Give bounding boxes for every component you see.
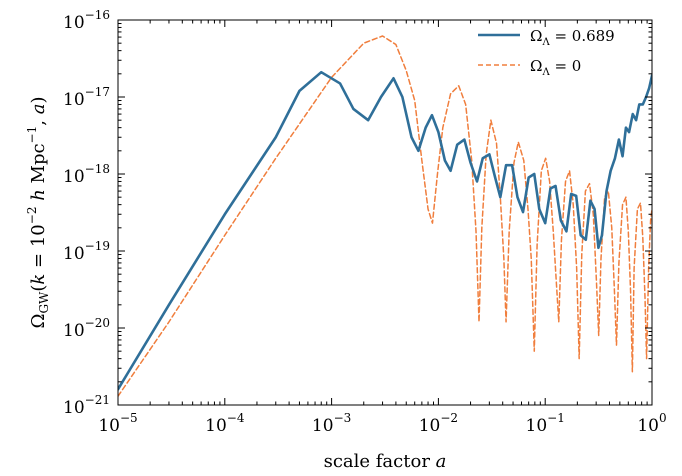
- legend-label-1: ΩΛ = 0: [530, 57, 581, 78]
- x-tick-label: 10−3: [312, 411, 351, 436]
- y-tick-label: 10−20: [63, 316, 110, 341]
- plot-frame: [117, 19, 653, 406]
- y-tick-label: 10−17: [63, 85, 110, 110]
- tick-labels-layer: 10−5 10−4 10−3 10−2 10−1 100 10−21 10−20 10−19 10…: [63, 8, 667, 436]
- y-tick-label: 10−16: [63, 8, 110, 33]
- x-tick-label: 10−5: [98, 411, 137, 436]
- plot-background: [118, 20, 652, 405]
- legend: ΩΛ = 0.689 ΩΛ = 0: [478, 27, 615, 78]
- y-axis-label: ΩGW(k = 10−2 h Mpc−1, a): [25, 97, 51, 329]
- x-tick-label: 10−1: [526, 411, 565, 436]
- x-tick-label: 10−2: [419, 411, 458, 436]
- ticks-layer: [117, 19, 653, 406]
- x-tick-label: 10−4: [205, 411, 245, 436]
- x-axis-label: scale factor a: [324, 451, 447, 472]
- y-tick-label: 10−21: [63, 393, 110, 418]
- series-line-0: [118, 70, 652, 391]
- y-tick-label: 10−18: [63, 162, 110, 187]
- x-tick-label: 100: [637, 411, 666, 436]
- y-tick-label: 10−19: [63, 239, 110, 264]
- legend-label-0: ΩΛ = 0.689: [530, 27, 615, 48]
- series-line-1: [118, 35, 652, 397]
- series-layer: [118, 35, 652, 397]
